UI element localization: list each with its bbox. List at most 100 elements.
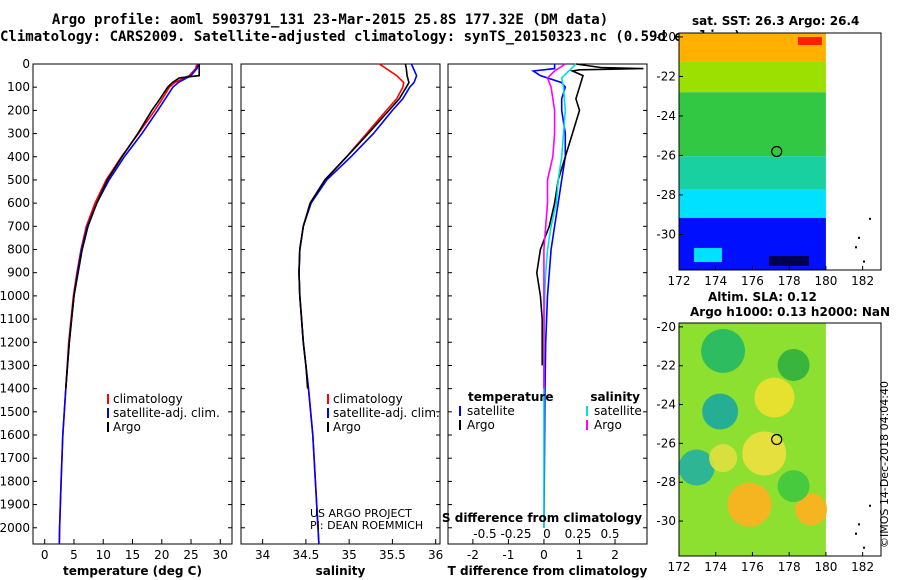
depth-tick-label: 1200 [0, 335, 30, 349]
depth-tick-label: 100 [7, 80, 30, 94]
depth-tick-label: 900 [7, 266, 30, 280]
sla_map-lat-label: -28 [656, 475, 676, 489]
sal-x-tick-label: 34 [255, 548, 270, 562]
diff-top-tick-label: 0.25 [565, 527, 592, 541]
depth-tick-label: 200 [7, 103, 30, 117]
depth-tick-label: 400 [7, 150, 30, 164]
chart-title-line-1: Argo profile: aoml 5903791_131 23-Mar-20… [51, 12, 609, 28]
sal-x-axis-label: salinity [316, 564, 366, 578]
sst_map-lon-label: 172 [668, 274, 691, 288]
sla_map-field [678, 323, 828, 556]
depth-tick-label: 700 [7, 219, 30, 233]
sal-x-tick-label: 35.5 [379, 548, 406, 562]
sla-anomaly-blob [727, 482, 772, 527]
depth-tick-label: 1300 [0, 358, 30, 372]
diff-legend-label: satellite [594, 404, 642, 418]
depth-tick-label: 1500 [0, 405, 30, 419]
temp-x-tick-label: 5 [70, 548, 78, 562]
sla-map-subtitle: Argo h1000: 0.13 h2000: NaN [690, 305, 891, 319]
depth-tick-label: 1800 [0, 474, 30, 488]
temp-series-argo [65, 64, 200, 389]
island-mark [869, 217, 871, 220]
sst_map-lon-label: 178 [778, 274, 801, 288]
credit-text: US ARGO PROJECT [310, 507, 412, 520]
diff-legend-temperature-title: temperature [468, 390, 553, 404]
temp-x-tick-label: 20 [154, 548, 169, 562]
sla-anomaly-blob [777, 348, 810, 381]
depth-tick-label: 1900 [0, 498, 30, 512]
sal-plot-frame [240, 63, 441, 545]
sla_map-lon-label: 176 [741, 560, 764, 574]
sla-anomaly-blob [754, 377, 795, 418]
temp-series-climatology [58, 63, 198, 545]
diff-legend-label: Argo [467, 418, 495, 432]
sla-anomaly-blob [777, 470, 810, 503]
diff-legend-label: satellite [467, 404, 515, 418]
temp-legend-label: Argo [113, 420, 141, 434]
temp-x-tick-label: 25 [183, 548, 198, 562]
temp-plot-frame [32, 63, 233, 545]
diff-top-tick-label: 0.5 [600, 527, 619, 541]
sst_map-field [679, 33, 826, 270]
sla_map-lon-label: 174 [704, 560, 727, 574]
diff-legend-label: Argo [594, 418, 622, 432]
sla-anomaly-blob [678, 449, 715, 486]
temp-x-tick-label: 30 [213, 548, 228, 562]
sst_map-lat-label: -28 [656, 188, 676, 202]
sst_map-lon-label: 180 [814, 274, 837, 288]
sst_map-lon-label: 176 [741, 274, 764, 288]
sla-anomaly-blob [709, 444, 738, 473]
sla_map-lon-label: 172 [668, 560, 691, 574]
sst-warm-patch [797, 37, 822, 45]
diff-series-argo [535, 63, 644, 366]
sla_map-lat-label: -24 [656, 398, 676, 412]
sst-cold-patch [694, 248, 722, 262]
sst_map-lat-label: -24 [656, 109, 676, 123]
sla_map-lat-label: -20 [656, 320, 676, 334]
sst_map-lat-label: -26 [656, 148, 676, 162]
sst-color-band [679, 189, 826, 218]
diff-top-tick-label: -0.5 [473, 527, 496, 541]
sal-x-tick-label: 35 [342, 548, 357, 562]
diff-top-axis-label: S difference from climatology [442, 511, 642, 525]
diff-top-tick-label: 0 [543, 527, 551, 541]
temp-x-tick-label: 15 [125, 548, 140, 562]
sal-legend-label: climatology [333, 392, 403, 406]
depth-tick-label: 2000 [0, 521, 30, 535]
depth-tick-label: 1700 [0, 451, 30, 465]
depth-tick-label: 500 [7, 173, 30, 187]
diff-x-tick-label: -2 [467, 548, 479, 562]
depth-tick-label: 1000 [0, 289, 30, 303]
chart-title-line-2: Climatology: CARS2009. Satellite-adjuste… [0, 29, 742, 45]
sla-map-title: Altim. SLA: 0.12 [708, 290, 817, 304]
temp-legend-label: climatology [113, 392, 183, 406]
diff-x-tick-label: 2 [611, 548, 619, 562]
diff-legend-salinity-title: salinity [590, 390, 640, 404]
sst-dark-patch [769, 256, 809, 266]
island-mark [858, 523, 860, 526]
sal-legend-label: Argo [333, 420, 361, 434]
sla_map-lon-label: 182 [851, 560, 874, 574]
sst_map-lon-label: 182 [851, 274, 874, 288]
sla_map-lon-label: 180 [814, 560, 837, 574]
island-mark [863, 546, 865, 549]
depth-tick-label: 0 [22, 57, 30, 71]
sla_map-argo-location-marker [771, 433, 783, 446]
sal-series-satellite-adj-clim- [298, 63, 418, 545]
island-mark [855, 532, 857, 535]
sst_map-lon-label: 174 [704, 274, 727, 288]
sst_map-lat-label: -30 [656, 227, 676, 241]
depth-tick-label: 600 [7, 196, 30, 210]
sla_map-lat-label: -22 [656, 359, 676, 373]
sal-series-argo [298, 63, 410, 389]
sal-x-tick-label: 36 [428, 548, 443, 562]
sst-color-band [679, 92, 826, 157]
sst_map-lat-label: -22 [656, 69, 676, 83]
depth-tick-label: 300 [7, 127, 30, 141]
island-mark [863, 260, 865, 263]
sst-color-band [679, 61, 826, 93]
sla_map-lon-label: 178 [778, 560, 801, 574]
temp-legend-label: satellite-adj. clim. [113, 406, 220, 420]
depth-tick-label: 1600 [0, 428, 30, 442]
depth-tick-label: 800 [7, 243, 30, 257]
